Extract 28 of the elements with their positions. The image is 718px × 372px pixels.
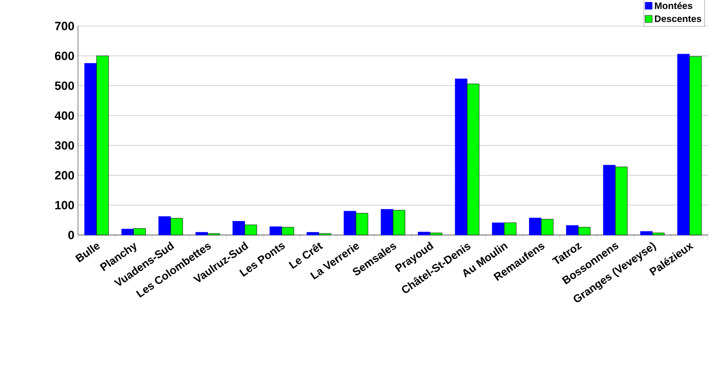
y-tick-label: 200 xyxy=(54,171,74,180)
bar xyxy=(121,228,134,236)
bar xyxy=(603,164,616,236)
bar xyxy=(344,210,356,236)
bar xyxy=(566,225,579,236)
legend-label: Montées xyxy=(654,2,692,10)
bar xyxy=(158,216,171,236)
y-tick-label: 500 xyxy=(54,81,74,90)
y-tick-label: 0 xyxy=(68,230,74,240)
y-tick-label: 100 xyxy=(55,200,74,210)
bar xyxy=(270,226,282,236)
bar xyxy=(84,63,97,236)
bar xyxy=(529,218,542,236)
bar xyxy=(380,209,394,236)
bar xyxy=(492,222,504,236)
bar xyxy=(640,231,653,236)
bar xyxy=(232,221,245,236)
bar xyxy=(454,78,468,236)
bar xyxy=(196,232,208,236)
x-tick-label: Le Crêt xyxy=(288,242,324,269)
bar xyxy=(306,232,320,236)
y-tick-label: 600 xyxy=(54,52,74,60)
bar xyxy=(418,232,430,236)
legend-label: Descentes xyxy=(654,15,702,22)
bar xyxy=(677,54,690,236)
y-tick-label: 300 xyxy=(54,141,74,150)
y-tick-label: 700 xyxy=(55,22,74,30)
y-tick-label: 400 xyxy=(54,111,74,120)
